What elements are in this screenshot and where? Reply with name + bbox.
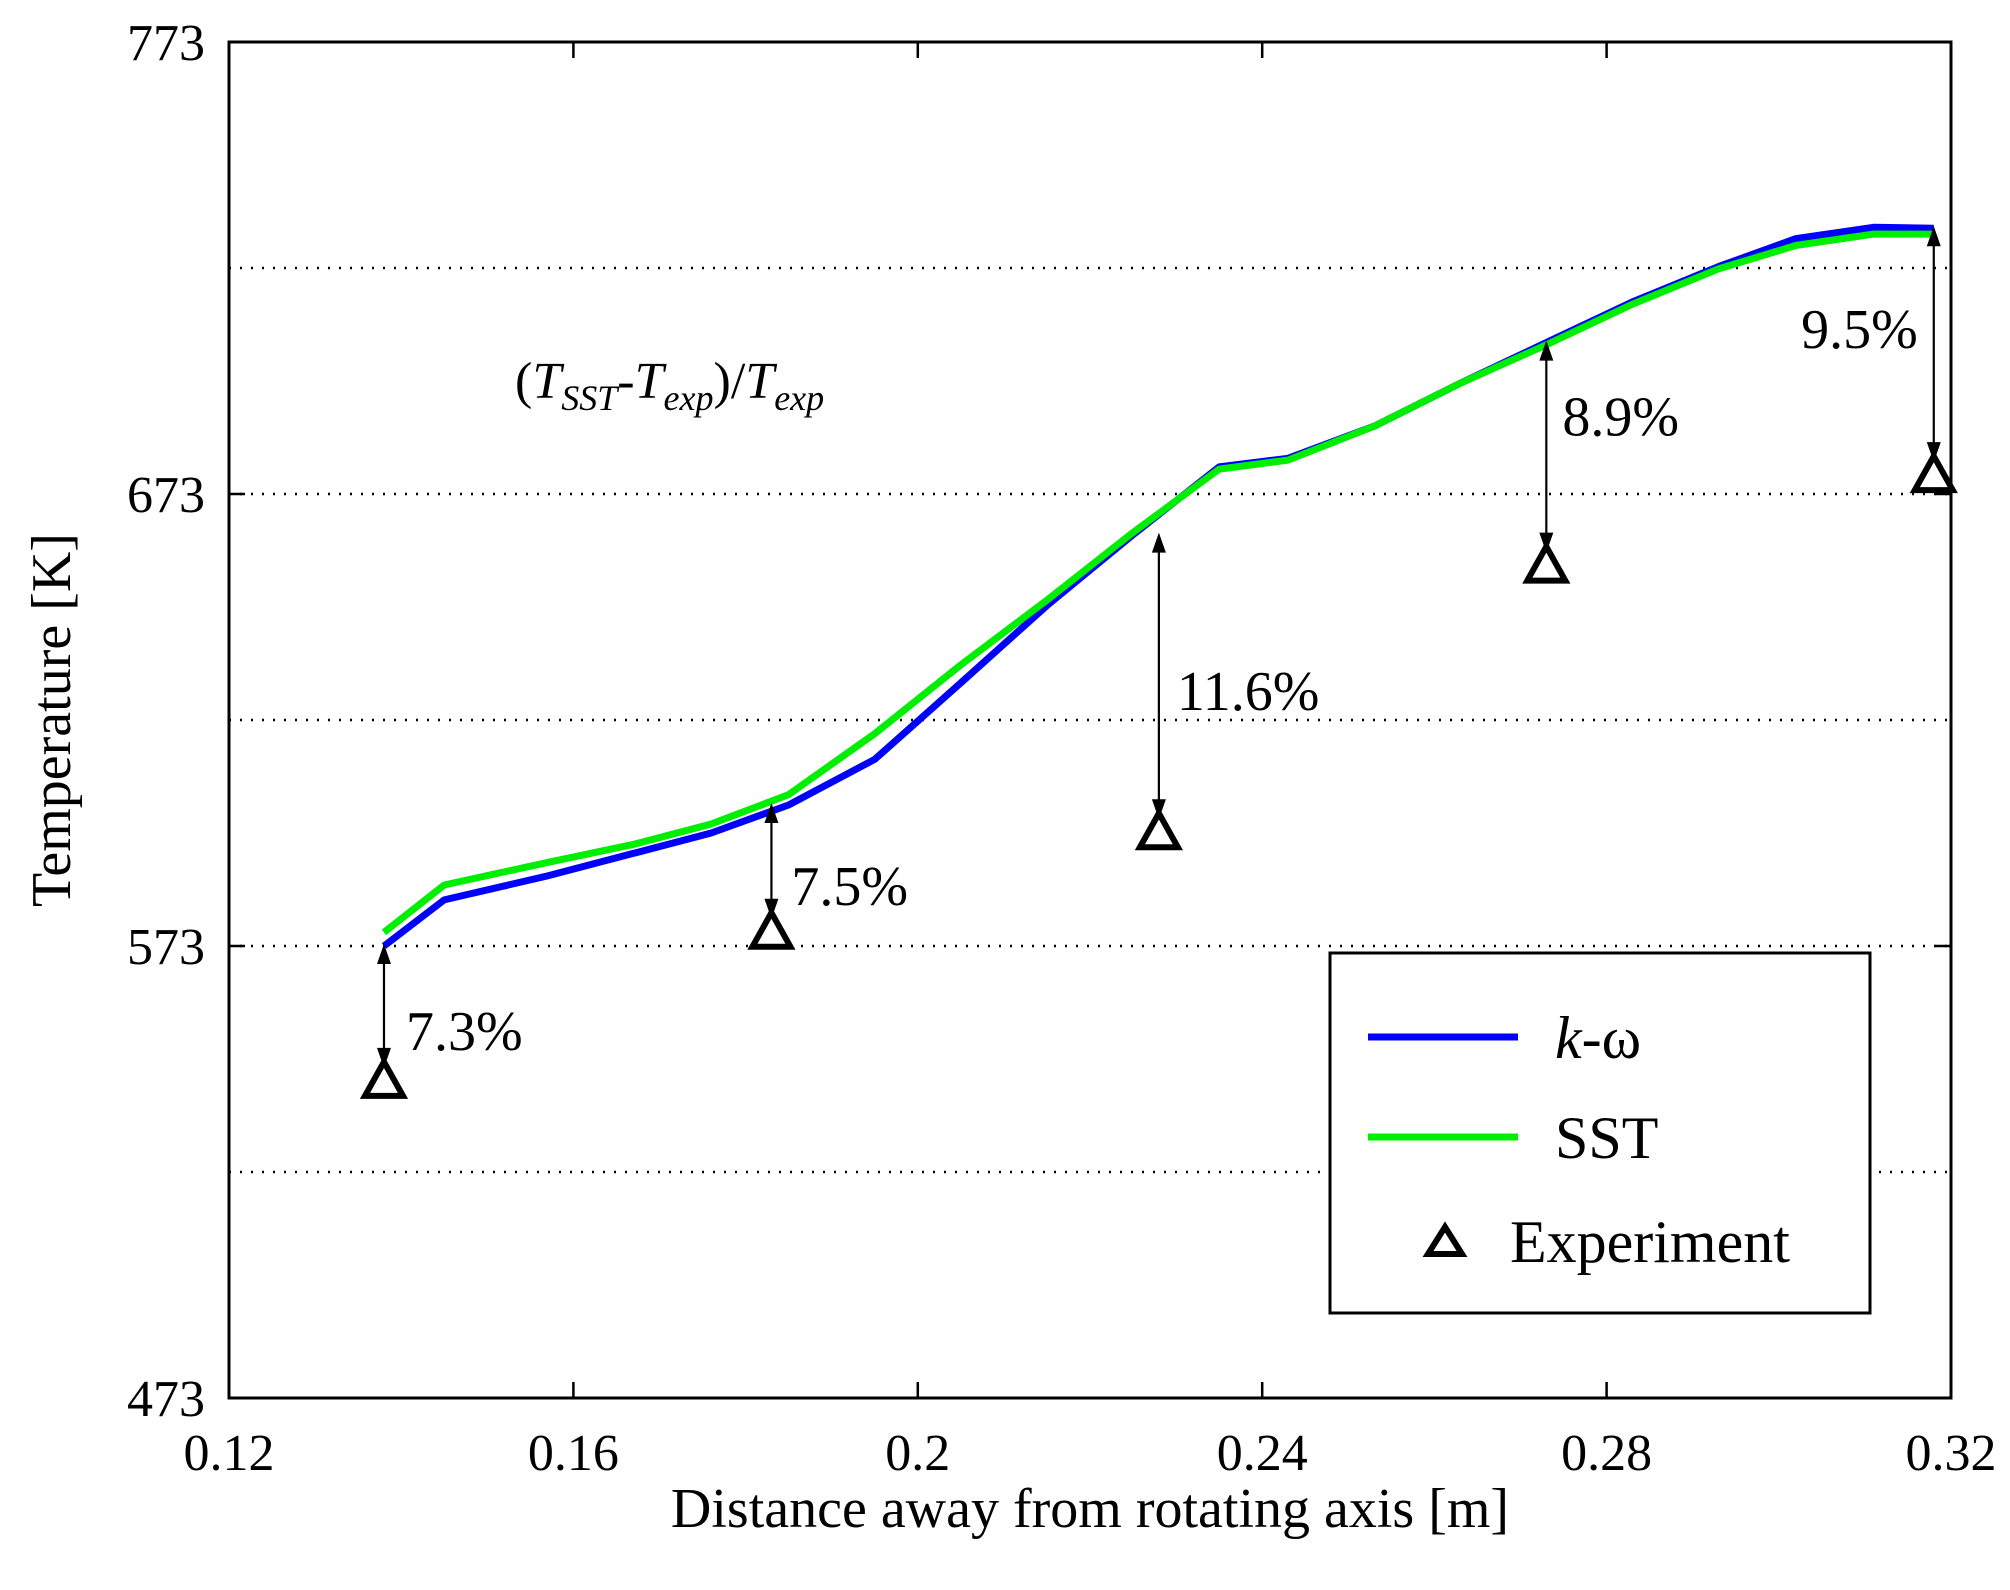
x-tick-label-1: 0.16 [528, 1425, 619, 1482]
formula-sub-sst: SST [561, 378, 620, 418]
plot-frame [227, 40, 1953, 1400]
legend-experiment-label: Experiment [1510, 1209, 1790, 1275]
arrow-head-down-1 [764, 898, 779, 919]
x-tick-label-5: 0.32 [1906, 1425, 1997, 1482]
formula-close-divide: )/ [714, 353, 746, 410]
legend-kw-italic-k: k [1555, 1005, 1583, 1071]
series-line-1 [381, 230, 1934, 936]
arrow-head-up-2 [1151, 532, 1166, 553]
arrow-head-up-1 [764, 802, 779, 823]
experiment-markers [359, 450, 1958, 1099]
formula-t-exp-denominator: T [745, 353, 777, 410]
experiment-point-4 [1909, 450, 1958, 494]
arrow-head-down-0 [376, 1047, 391, 1068]
y-tick-label-3: 773 [127, 15, 205, 72]
arrow-head-up-4 [1926, 226, 1941, 247]
formula-t-exp: T [635, 353, 667, 410]
legend-sst-label: SST [1555, 1105, 1658, 1171]
error-formula: (TSST-Texp)/Texp [515, 353, 824, 418]
arrow-head-up-0 [376, 944, 391, 964]
x-tick-label-0: 0.12 [184, 1425, 275, 1482]
axis-ticks: 0.12 0.16 0.2 0.24 0.28 0.32 473 573 673 773 [127, 15, 1997, 1482]
experiment-point-3 [1522, 540, 1571, 584]
gridlines [229, 266, 1951, 1174]
arrow-head-down-3 [1539, 532, 1554, 553]
y-tick-label-2: 673 [127, 467, 205, 524]
legend-kw-suffix: -ω [1582, 1005, 1641, 1071]
arrow-head-down-2 [1151, 799, 1166, 820]
annotation-label-2: 11.6% [1177, 661, 1320, 723]
experiment-point-0 [359, 1055, 409, 1099]
formula-sub-exp: exp [664, 378, 714, 418]
annotation-label-4: 9.5% [1801, 299, 1918, 361]
difference-annotations: 7.3% 7.5% 11.6% 8.9% 9.5% [376, 226, 1941, 1068]
formula-minus: - [617, 353, 634, 410]
x-axis-label: Distance away from rotating axis [m] [671, 1478, 1509, 1540]
x-tick-label-3: 0.24 [1217, 1425, 1308, 1482]
x-tick-label-4: 0.28 [1561, 1425, 1652, 1482]
annotation-label-0: 7.3% [406, 1001, 523, 1063]
arrow-head-up-3 [1539, 340, 1554, 361]
annotation-label-3: 8.9% [1562, 387, 1679, 449]
series-lines [381, 223, 1934, 949]
y-tick-label-0: 473 [127, 1371, 205, 1428]
y-axis-label: Temperature [K] [21, 533, 83, 907]
arrow-head-down-4 [1926, 442, 1941, 463]
legend-box [1328, 951, 1872, 1315]
y-tick-label-1: 573 [127, 919, 205, 976]
legend-triangle-icon [1422, 1221, 1468, 1257]
formula-t-sst: T [532, 353, 564, 410]
formula-sub-exp-denominator: exp [774, 378, 824, 418]
x-tick-label-2: 0.2 [885, 1425, 950, 1482]
annotation-label-1: 7.5% [791, 856, 908, 918]
legend: k-ω SST Experiment [1328, 951, 1872, 1315]
experiment-point-2 [1134, 807, 1183, 851]
experiment-point-1 [747, 906, 796, 950]
formula-open: ( [515, 353, 532, 410]
legend-kw-label: k-ω [1555, 1005, 1641, 1071]
